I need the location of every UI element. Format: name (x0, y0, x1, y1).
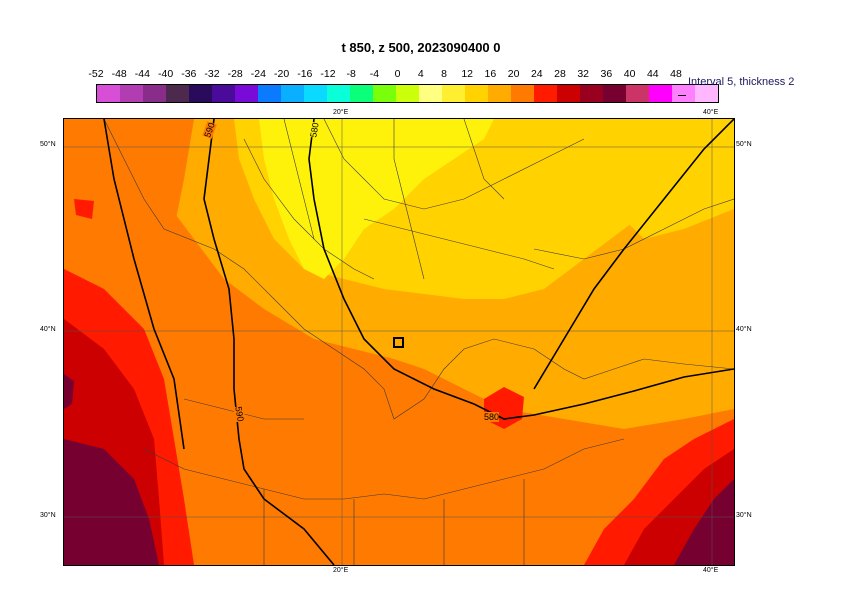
colorbar-interval-label: Interval 5, thickness 2 (688, 76, 795, 88)
lon-label-40-bottom: 40°E (703, 567, 719, 574)
colorbar-tick-label: -4 (369, 68, 380, 80)
colorbar-tick-label: 44 (646, 68, 659, 80)
colorbar-tick-label: -16 (297, 68, 313, 80)
colorbar-tick-label: -28 (227, 68, 243, 80)
colorbar-tick-label: -40 (158, 68, 174, 80)
colorbar-swatch (373, 85, 396, 102)
colorbar-tick-label: -48 (111, 68, 127, 80)
colorbar-swatch (511, 85, 534, 102)
colorbar-swatch (465, 85, 488, 102)
lon-label-20-top: 20°E (333, 109, 349, 116)
colorbar-swatch (695, 85, 718, 102)
contour-label-580-south: 580 (484, 412, 500, 422)
colorbar-swatch (97, 85, 120, 102)
field-red-small (74, 199, 94, 219)
colorbar-swatch (350, 85, 373, 102)
colorbar-swatch (672, 85, 695, 102)
colorbar-tick-label: 48 (670, 68, 682, 80)
contour-580-north (533, 119, 734, 390)
colorbar-swatch (327, 85, 350, 102)
colorbar-swatch (143, 85, 166, 102)
colorbar-swatch (603, 85, 626, 102)
colorbar-tick-label: 12 (461, 68, 474, 80)
field-yellow-light-east (614, 139, 734, 239)
field-maroon-west (64, 439, 159, 565)
colorbar-tick-label: 4 (417, 68, 424, 80)
lon-label-20-bottom: 20°E (333, 567, 349, 574)
colorbar-swatch (166, 85, 189, 102)
colorbar-swatch (442, 85, 465, 102)
field-maroon-southeast (674, 479, 734, 565)
field-maroon-small (64, 374, 74, 409)
colorbar-tick-label: -44 (134, 68, 150, 80)
colorbar-tick-label: 28 (554, 68, 566, 80)
field-yellow-light (259, 119, 494, 279)
colorbar (96, 84, 719, 103)
colorbar-tick-label: 40 (623, 68, 636, 80)
colorbar-tick-label: 16 (484, 68, 497, 80)
colorbar-interval-marker (678, 84, 686, 96)
contour-west-edge (103, 119, 185, 450)
lat-label-50-right: 50°N (736, 141, 752, 148)
colorbar-swatch (258, 85, 281, 102)
graticule (64, 119, 734, 565)
colorbar-swatch (488, 85, 511, 102)
lat-label-50-left: 50°N (40, 141, 56, 148)
colorbar-tick-label: -24 (250, 68, 266, 80)
map-svg (64, 119, 734, 565)
colorbar-swatch (212, 85, 235, 102)
contour-580 (308, 119, 734, 420)
colorbar-swatch (396, 85, 419, 102)
colorbar-swatch (557, 85, 580, 102)
lat-label-40-right: 40°N (736, 326, 752, 333)
colorbar-swatch (304, 85, 327, 102)
weather-map: 590 580 590 580 (63, 118, 735, 566)
colorbar-swatch (120, 85, 143, 102)
colorbar-tick-label: 8 (441, 68, 447, 80)
station-marker (393, 337, 404, 348)
colorbar-tick-label: -8 (346, 68, 356, 80)
colorbar-tick-label: -32 (204, 68, 220, 80)
colorbar-tick-label: 36 (600, 68, 613, 80)
colorbar-tick-label: 0 (394, 68, 401, 80)
colorbar-swatch (580, 85, 603, 102)
colorbar-swatch (419, 85, 442, 102)
colorbar-swatch (235, 85, 258, 102)
colorbar-swatch (626, 85, 649, 102)
lat-label-30-left: 30°N (40, 512, 56, 519)
colorbar-tick-label: 24 (530, 68, 543, 80)
colorbar-tick-label: -52 (88, 68, 104, 80)
colorbar-tick-label: -20 (274, 68, 290, 80)
colorbar-swatch (189, 85, 212, 102)
colorbar-labels: -52 -48 -44 -40 -36 -32 -28 -24 -20 -16 -12 -8 -4 0 4 8… (88, 68, 681, 82)
field-orange-light-west (64, 119, 239, 565)
coastlines-borders (103, 119, 734, 565)
colorbar-tick-label: 32 (577, 68, 590, 80)
colorbar-tick-label: -36 (181, 68, 197, 80)
lat-label-40-left: 40°N (40, 326, 56, 333)
colorbar-tick-label: 20 (507, 68, 520, 80)
contour-590 (203, 119, 335, 565)
colorbar-swatch (281, 85, 304, 102)
colorbar-tick-label: -12 (320, 68, 336, 80)
lon-label-40-top: 40°E (703, 109, 719, 116)
lat-label-30-right: 30°N (736, 512, 752, 519)
contours-z500 (103, 119, 734, 565)
chart-title: t 850, z 500, 2023090400 0 (341, 40, 501, 55)
colorbar-swatch (649, 85, 672, 102)
colorbar-swatch (534, 85, 557, 102)
